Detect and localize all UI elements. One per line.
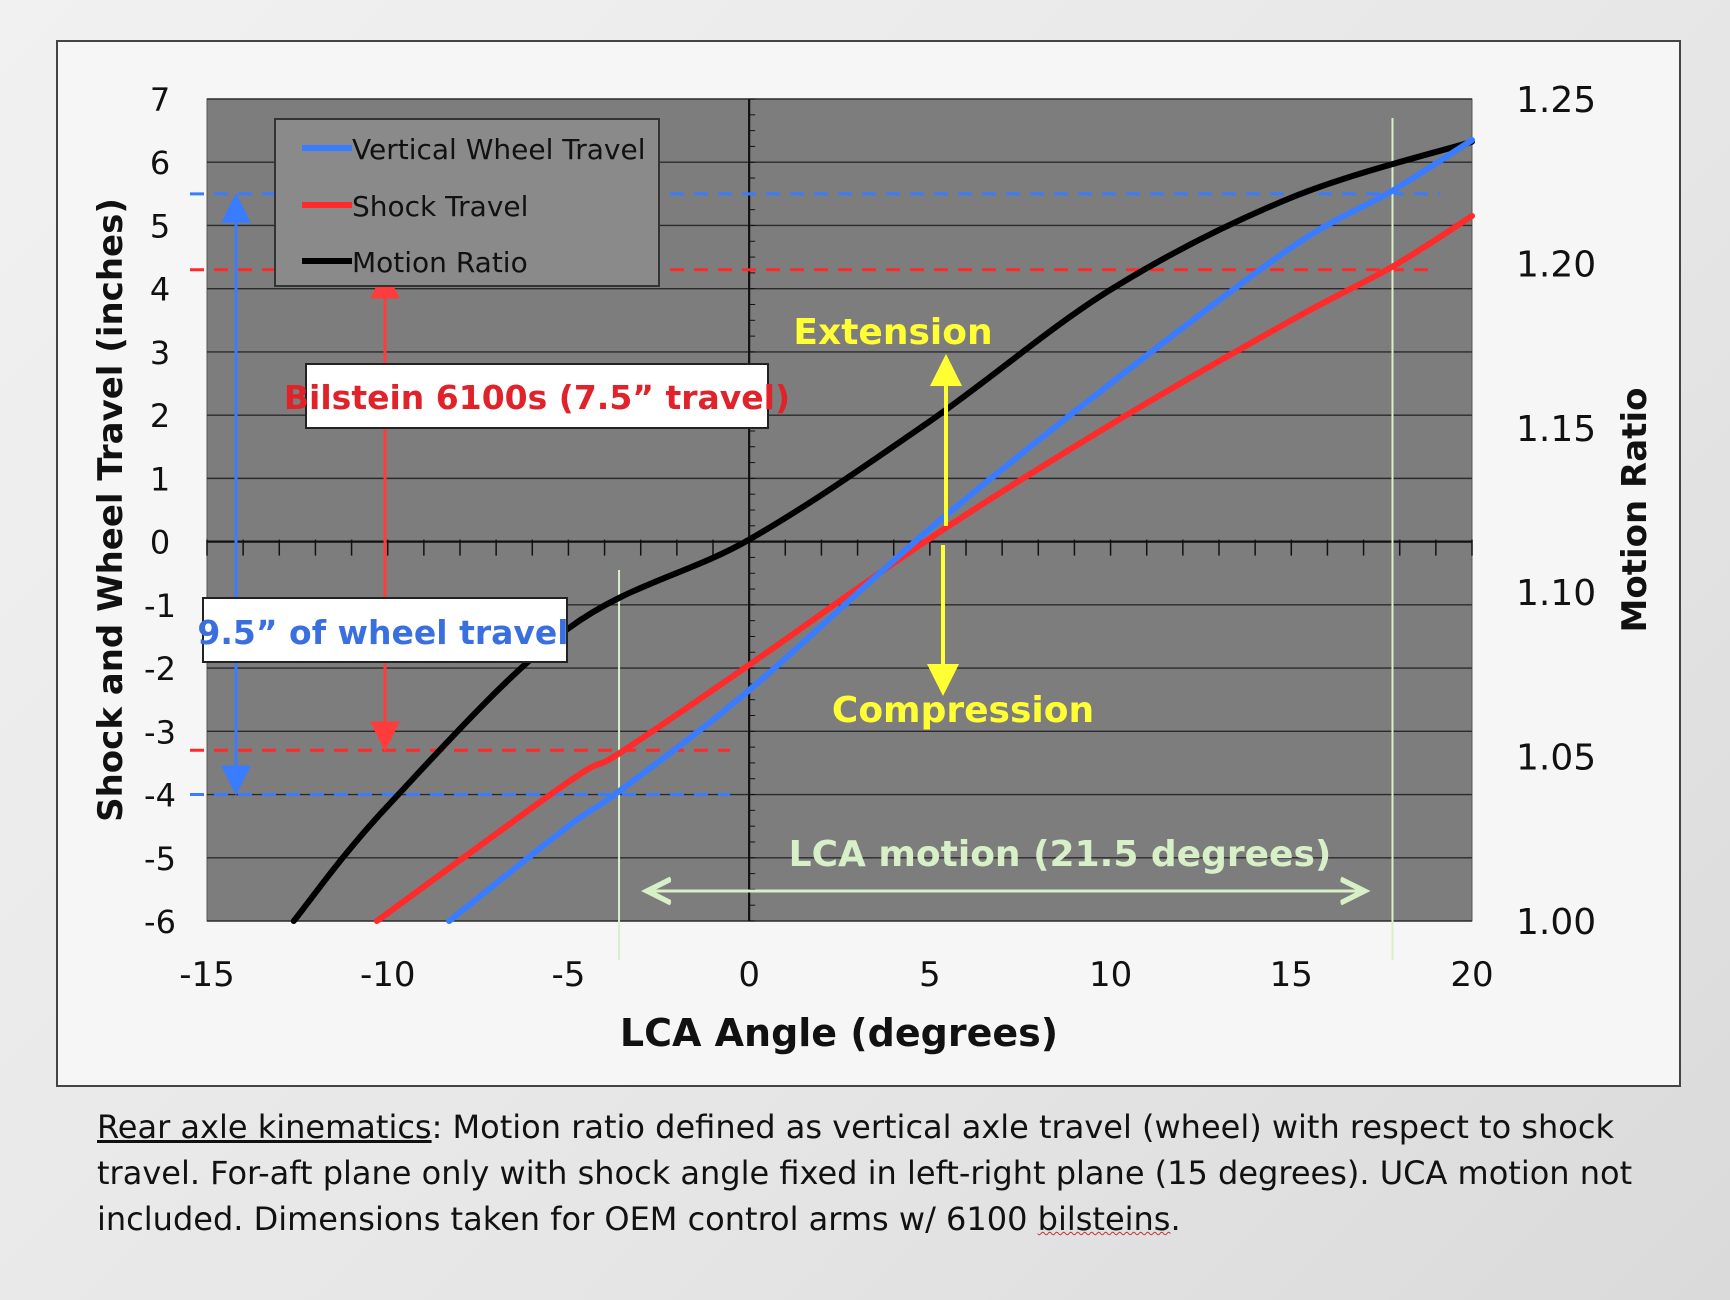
wheel-travel-label-box — [202, 597, 568, 663]
x-tick-label: 15 — [1270, 955, 1313, 995]
series-vertical-wheel-travel — [446, 137, 1475, 924]
caption-line1: : Motion ratio defined as vertical axle … — [431, 1108, 1614, 1146]
x-tick-label: 20 — [1450, 955, 1493, 995]
y2-tick-label: 1.10 — [1516, 573, 1596, 614]
y-tick-label: -5 — [144, 840, 176, 878]
y-tick-label: -1 — [144, 587, 176, 625]
caption-line3: included. Dimensions taken for OEM contr… — [97, 1200, 1038, 1238]
x-tick-label: -10 — [360, 955, 416, 995]
legend-label-shock-travel: Shock Travel — [352, 190, 528, 223]
x-tick-labels: -15 -10 -5 0 5 10 15 20 — [179, 955, 1493, 995]
y-tick-label: -4 — [144, 777, 176, 815]
bilstein-label-box — [305, 363, 769, 429]
caption-line2: travel. For-aft plane only with shock an… — [97, 1154, 1633, 1192]
bilstein-label: Bilstein 6100s (7.5” travel) — [284, 378, 790, 417]
series-layer — [290, 137, 1475, 924]
caption-line3-end: . — [1170, 1200, 1181, 1238]
y-tick-label: 0 — [150, 524, 170, 562]
y-axis-title: Shock and Wheel Travel (inches) — [91, 198, 131, 822]
y-tick-label: 2 — [150, 397, 170, 435]
legend-label-vertical-wheel-travel: Vertical Wheel Travel — [352, 133, 646, 166]
wheel-travel-label: 9.5” of wheel travel — [197, 613, 568, 652]
legend: Vertical Wheel Travel Shock Travel Motio… — [274, 118, 660, 287]
x-tick-label: 0 — [738, 955, 760, 995]
y-tick-label: -3 — [144, 713, 176, 751]
figure-caption: Rear axle kinematics: Motion ratio defin… — [97, 1104, 1657, 1242]
y2-tick-label: 1.25 — [1516, 80, 1596, 121]
y-tick-label: 6 — [150, 144, 170, 182]
x-tick-label: 5 — [919, 955, 941, 995]
annotations: Bilstein 6100s (7.5” travel) 9.5” of whe… — [197, 192, 1358, 891]
y-tick-label: -6 — [144, 903, 176, 941]
y2-tick-label: 1.00 — [1516, 902, 1596, 943]
x-tick-label: -15 — [179, 955, 235, 995]
legend-label-motion-ratio: Motion Ratio — [352, 246, 528, 279]
x-axis-title: LCA Angle (degrees) — [620, 1011, 1058, 1055]
reference-lines — [190, 118, 1440, 960]
y-tick-labels: 7 6 5 4 3 2 1 0 -1 -2 -3 -4 -5 -6 — [144, 81, 176, 941]
series-motion-ratio — [290, 138, 1475, 924]
y2-tick-labels: 1.25 1.20 1.15 1.10 1.05 1.00 — [1516, 80, 1596, 943]
extension-label: Extension — [793, 312, 992, 353]
y-tick-label: 1 — [150, 460, 170, 498]
series-shock-travel — [373, 212, 1475, 924]
y2-tick-label: 1.15 — [1516, 409, 1596, 450]
x-tick-label: 10 — [1089, 955, 1132, 995]
y2-tick-label: 1.20 — [1516, 244, 1596, 285]
y-tick-label: 5 — [150, 207, 170, 245]
caption-line3-underlined: bilsteins — [1037, 1200, 1171, 1238]
y2-axis-title: Motion Ratio — [1615, 388, 1655, 633]
x-tick-label: -5 — [551, 955, 585, 995]
y-tick-label: 3 — [150, 334, 170, 372]
compression-label: Compression — [832, 690, 1094, 731]
y2-tick-label: 1.05 — [1516, 738, 1596, 779]
y-tick-label: 4 — [150, 271, 170, 309]
lca-motion-label: LCA motion (21.5 degrees) — [789, 834, 1332, 875]
caption-lead: Rear axle kinematics — [97, 1108, 432, 1146]
zero-axes — [206, 98, 1473, 922]
y-tick-label: -2 — [144, 650, 176, 688]
y-tick-label: 7 — [150, 81, 170, 119]
